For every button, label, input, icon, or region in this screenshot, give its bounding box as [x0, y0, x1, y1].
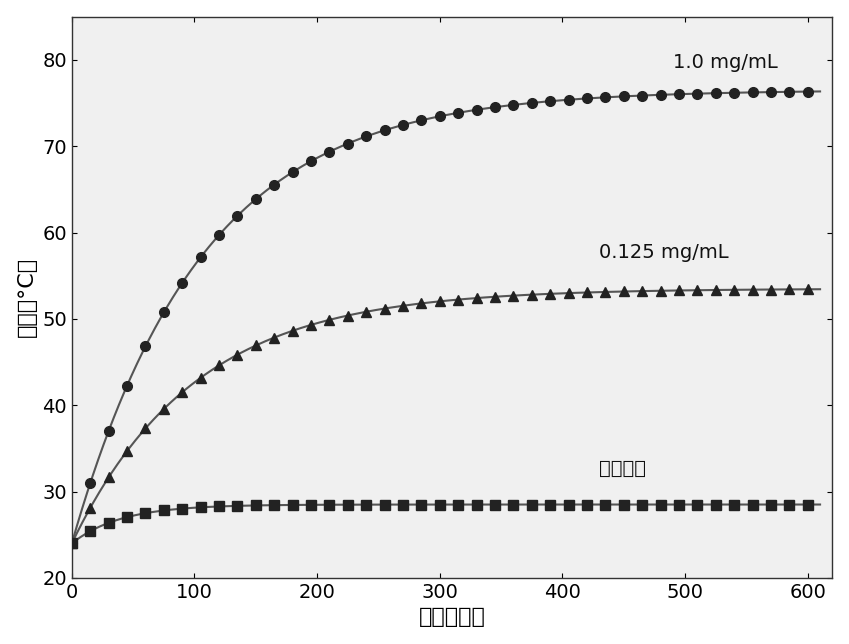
Text: 生理盐水: 生理盐水	[599, 459, 646, 478]
Text: 0.125 mg/mL: 0.125 mg/mL	[599, 243, 729, 263]
X-axis label: 时间（秒）: 时间（秒）	[419, 607, 486, 627]
Text: 1.0 mg/mL: 1.0 mg/mL	[673, 53, 778, 73]
Y-axis label: 温度（°C）: 温度（°C）	[17, 257, 37, 337]
